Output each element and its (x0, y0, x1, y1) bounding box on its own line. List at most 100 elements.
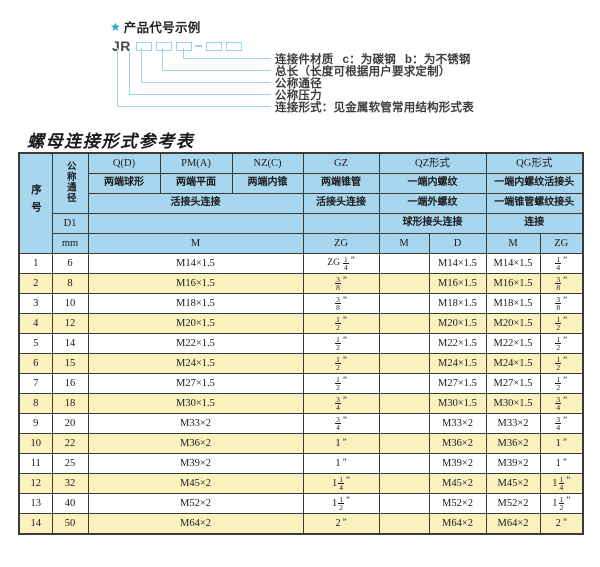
header-blank-gz (302, 213, 380, 234)
cell-qg-m: M33×2 (485, 413, 541, 434)
cell-bore: 50 (51, 513, 89, 535)
gz-fraction: 3 8” (335, 274, 347, 292)
code-box-2 (155, 41, 172, 51)
code-dash (194, 45, 202, 47)
cell-qg-zg: 1 4” (539, 253, 584, 274)
header-row-units: mm M ZG M D M ZG (19, 233, 584, 254)
cell-gz: 1 2” (302, 333, 380, 354)
cell-qz-m (378, 353, 430, 374)
cell-gz: 1 2” (302, 373, 380, 394)
cell-bore: 15 (51, 353, 89, 374)
cell-thread-m: M30×1.5 (87, 393, 304, 414)
cell-seq: 3 (18, 293, 53, 314)
cell-thread-m: M22×1.5 (87, 333, 304, 354)
gz-fraction: 1 1 2” (332, 494, 350, 512)
qg-zg-fraction: 1 2” (555, 314, 568, 332)
cell-bore: 20 (51, 413, 89, 434)
product-code-diagram: ★ 产品代号示例 JR 连接件材质 c：为碳钢 b：为不锈钢 总长（长度可根据用户要… (0, 0, 600, 126)
cell-qg-m: M52×2 (485, 493, 541, 514)
header-unit-qg-zg: ZG (539, 233, 584, 254)
qg-zg-fraction: 1 1 4” (552, 474, 571, 492)
gz-fraction: 3 4” (335, 394, 347, 412)
nut-connection-reference-table: 序号 公称通径 Q(D) PM(A) NZ(C) GZ QZ形式 QG形式 两端… (18, 152, 585, 535)
annotation-connection-form: 连接形式：见金属软管常用结构形式表 (275, 102, 474, 114)
header-unit-qz-d: D (428, 233, 487, 254)
header-blank-left (87, 213, 304, 234)
cell-gz: 1 1 4” (302, 473, 380, 494)
cell-qg-zg: 3 4” (539, 393, 584, 414)
cell-bore: 10 (51, 293, 89, 314)
cell-bore: 6 (51, 253, 89, 274)
cell-thread-m: M36×2 (87, 433, 304, 454)
cell-thread-m: M20×1.5 (87, 313, 304, 334)
cell-qg-m: M27×1.5 (485, 373, 541, 394)
header-gz-desc: 两端锥管 (302, 173, 380, 194)
cell-qz-d: M64×2 (428, 513, 487, 535)
cell-qg-m: M24×1.5 (485, 353, 541, 374)
table-row: 14 50 M64×2 2” M64×2 M64×2 2” (18, 513, 584, 535)
product-code-sample: JR (112, 38, 246, 54)
qg-zg-fraction: 3 4” (555, 394, 568, 412)
cell-qg-zg: 1 2” (539, 333, 584, 354)
table-row: 10 22 M36×2 1” M36×2 M36×2 1” (18, 433, 584, 454)
header-unit-qz-m: M (378, 233, 430, 254)
header-group-qd: Q(D) (87, 152, 161, 174)
cell-gz: 1” (302, 453, 380, 474)
cell-qg-m: M45×2 (485, 473, 541, 494)
cell-qg-zg: 2” (539, 513, 584, 535)
header-row-desc1: 两端球形 两端平面 两端内锥 两端锥管 一端内螺纹 一端内螺纹活接头 (19, 173, 584, 194)
gz-fraction: 1 2” (335, 354, 347, 372)
leader-line-pressure-horizontal (129, 94, 271, 96)
cell-qz-m (378, 333, 430, 354)
cell-qz-m (378, 253, 430, 274)
leader-line-pressure-vertical (129, 48, 131, 95)
cell-qz-d: M20×1.5 (428, 313, 487, 334)
table-row: 8 18 M30×1.5 3 4” M30×1.5 M30×1.5 3 4” (18, 393, 584, 414)
cell-bore: 22 (51, 433, 89, 454)
cell-seq: 8 (18, 393, 53, 414)
table-row: 6 15 M24×1.5 1 2” M24×1.5 M24×1.5 1 2” (18, 353, 584, 374)
leader-line-length-horizontal (162, 70, 271, 72)
cell-thread-m: M52×2 (87, 493, 304, 514)
cell-qg-zg: 3 8” (539, 273, 584, 294)
header-group-gz: GZ (302, 152, 380, 174)
gz-fraction: 1” (335, 437, 347, 450)
header-group-qz: QZ形式 (378, 152, 487, 174)
annotation-material-carbon: c：为碳钢 (342, 54, 396, 66)
header-group-qg: QG形式 (485, 152, 584, 174)
product-code-heading-label: 产品代号示例 (123, 21, 201, 35)
cell-qg-zg: 1 2” (539, 353, 584, 374)
cell-qz-m (378, 413, 430, 434)
header-mm: mm (51, 233, 89, 254)
qg-zg-fraction: 1 4” (555, 254, 568, 272)
cell-qg-m: M18×1.5 (485, 293, 541, 314)
cell-qz-d: M16×1.5 (428, 273, 487, 294)
cell-seq: 2 (18, 273, 53, 294)
cell-qz-m (378, 453, 430, 474)
cell-seq: 7 (18, 373, 53, 394)
cell-qz-m (378, 473, 430, 494)
table-row: 3 10 M18×1.5 3 8” M18×1.5 M18×1.5 3 8” (18, 293, 584, 314)
header-unit-m-left: M (87, 233, 304, 254)
gz-fraction: ZG 1 4” (327, 254, 355, 272)
code-box-1 (135, 41, 152, 51)
cell-thread-m: M24×1.5 (87, 353, 304, 374)
cell-qg-zg: 1 1 4” (539, 473, 584, 494)
cell-qg-zg: 1 2” (539, 313, 584, 334)
qg-zg-fraction: 1 1 2” (552, 494, 571, 512)
cell-qz-d: M45×2 (428, 473, 487, 494)
cell-qz-d: M22×1.5 (428, 333, 487, 354)
cell-gz: 3 8” (302, 293, 380, 314)
table-row: 13 40 M52×2 1 1 2” M52×2 M52×2 1 1 2” (18, 493, 584, 514)
qg-zg-fraction: 1 2” (555, 374, 568, 392)
header-row-d1: D1 球形接头连接 连接 (19, 213, 584, 234)
annotation-bore: 公称通径 (275, 78, 322, 90)
header-qz-desc: 一端内螺纹 (378, 173, 487, 194)
cell-thread-m: M45×2 (87, 473, 304, 494)
qg-zg-fraction: 1” (555, 457, 567, 470)
cell-bore: 18 (51, 393, 89, 414)
cell-seq: 4 (18, 313, 53, 334)
table-row: 11 25 M39×2 1” M39×2 M39×2 1” (18, 453, 584, 474)
table-row: 4 12 M20×1.5 1 2” M20×1.5 M20×1.5 1 2” (18, 313, 584, 334)
cell-qg-zg: 3 8” (539, 293, 584, 314)
